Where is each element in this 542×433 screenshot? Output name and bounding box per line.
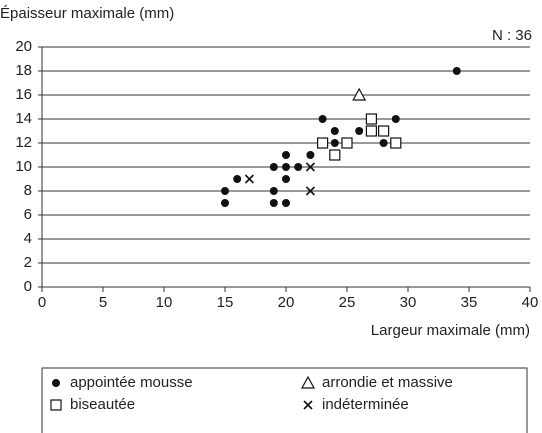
y-tick-label: 8 xyxy=(24,182,32,199)
y-tick-label: 10 xyxy=(15,158,32,175)
point xyxy=(233,175,242,183)
legend-label: arrondie et massive xyxy=(322,374,453,391)
point xyxy=(221,199,229,207)
legend-marker xyxy=(52,379,60,387)
x-tick-label: 0 xyxy=(38,294,46,311)
point xyxy=(317,137,329,149)
y-tick-label: 14 xyxy=(15,110,32,127)
point xyxy=(269,199,278,207)
point xyxy=(330,139,339,147)
legend-label: appointée mousse xyxy=(70,374,193,391)
x-tick-label: 25 xyxy=(339,294,356,311)
annotation: N : 36 xyxy=(492,27,532,44)
point xyxy=(318,115,327,123)
legend-label: indéterminée xyxy=(322,396,409,413)
point xyxy=(294,163,303,171)
x-tick-label: 30 xyxy=(400,294,417,311)
legend-label: biseautée xyxy=(70,396,135,413)
point xyxy=(379,139,388,147)
point xyxy=(282,199,290,207)
y-tick-label: 6 xyxy=(24,206,32,223)
point xyxy=(305,162,315,172)
point xyxy=(282,151,290,159)
point xyxy=(391,115,400,123)
x-tick-label: 20 xyxy=(278,294,295,311)
point xyxy=(390,137,402,149)
point xyxy=(330,127,339,135)
x-tick-label: 5 xyxy=(99,294,107,311)
legend-marker xyxy=(303,400,313,410)
point xyxy=(282,175,290,183)
x-tick-label: 15 xyxy=(217,294,234,311)
point xyxy=(355,127,364,135)
x-axis-label: Largeur maximale (mm) xyxy=(371,322,530,339)
point xyxy=(269,187,278,195)
y-tick-label: 12 xyxy=(15,134,32,151)
point xyxy=(282,163,290,171)
point xyxy=(365,125,377,137)
y-tick-label: 16 xyxy=(15,86,32,103)
legend-marker xyxy=(300,375,316,389)
point xyxy=(221,187,229,195)
point xyxy=(269,163,278,171)
point xyxy=(365,113,377,125)
y-tick-label: 18 xyxy=(15,62,32,79)
y-tick-label: 2 xyxy=(24,254,32,271)
y-tick-label: 0 xyxy=(24,278,32,295)
point xyxy=(452,67,461,75)
point xyxy=(329,149,341,161)
x-tick-label: 35 xyxy=(461,294,478,311)
point xyxy=(378,125,390,137)
legend-box xyxy=(41,367,528,433)
y-tick-label: 20 xyxy=(15,38,32,55)
y-tick-label: 4 xyxy=(24,230,32,247)
point xyxy=(352,87,367,101)
x-tick-label: 40 xyxy=(522,294,539,311)
x-tick-label: 10 xyxy=(156,294,173,311)
point xyxy=(341,137,353,149)
point xyxy=(306,151,315,159)
point xyxy=(244,174,254,184)
point xyxy=(305,186,315,196)
legend-marker xyxy=(50,399,62,411)
y-axis-label: Épaisseur maximale (mm) xyxy=(0,5,174,22)
